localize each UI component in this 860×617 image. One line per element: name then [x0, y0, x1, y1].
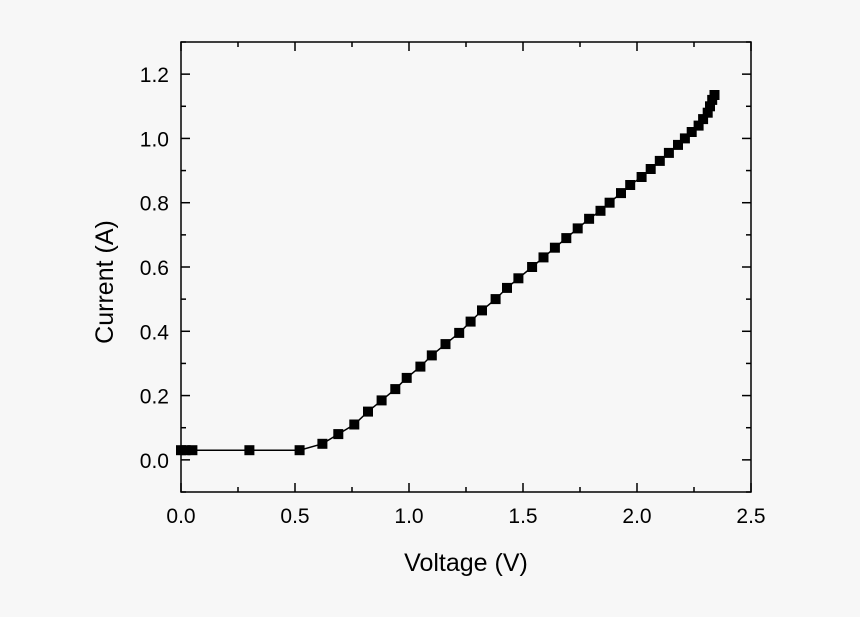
data-point [679, 133, 690, 144]
data-point [698, 114, 709, 125]
data-point [538, 252, 549, 263]
data-point [561, 233, 572, 244]
data-point [440, 339, 451, 350]
data-point [705, 101, 715, 112]
data-point [686, 127, 697, 137]
x-tick-label: 0.0 [166, 505, 195, 528]
y-axis: 0.0 0.2 0.4 0.6 0.8 1.0 1.2 [140, 41, 751, 493]
data-point [465, 316, 476, 327]
y-tick-label: 0.0 [140, 450, 169, 473]
data-point [513, 273, 524, 284]
data-point [604, 197, 615, 208]
data-point [401, 372, 412, 383]
data-point [490, 294, 501, 305]
series-line [181, 94, 716, 451]
data-point [645, 164, 656, 174]
x-tick-label: 0.5 [280, 505, 309, 528]
y-axis-title: Current (A) [91, 220, 119, 344]
data-point [709, 90, 720, 100]
data-point [244, 445, 255, 456]
data-point [317, 438, 328, 449]
data-point [702, 107, 713, 118]
x-axis: 0.0 0.5 1.0 1.5 2.0 2.5 [166, 42, 766, 528]
y-tick-label: 0.2 [140, 386, 169, 409]
data-point [187, 445, 198, 456]
y-tick-label: 0.8 [140, 193, 169, 216]
data-point [584, 213, 595, 224]
plot-frame [180, 41, 752, 493]
data-point [426, 350, 437, 361]
data-point [663, 147, 674, 158]
data-point [527, 262, 538, 272]
data-point [625, 180, 636, 190]
data-point [477, 305, 487, 316]
y-tick-label: 0.4 [140, 321, 170, 344]
x-tick-label: 1.0 [394, 505, 423, 528]
x-axis-title: Voltage (V) [404, 549, 528, 577]
data-point [349, 419, 360, 430]
data-point [454, 327, 465, 338]
data-point [376, 395, 387, 406]
y-tick-label: 1.2 [140, 64, 169, 87]
data-point [673, 139, 683, 150]
data-markers [176, 90, 720, 456]
data-point [415, 361, 426, 372]
data-point [333, 429, 344, 440]
data-point [180, 445, 191, 456]
data-point [654, 155, 665, 166]
data-point [390, 384, 401, 395]
x-tick-label: 1.5 [508, 505, 537, 528]
data-point [572, 223, 583, 234]
data-point [363, 406, 373, 417]
data-point [549, 242, 560, 253]
data-point [636, 172, 647, 182]
data-point [616, 188, 626, 199]
data-point [294, 445, 305, 456]
data-point [693, 120, 704, 131]
y-tick-label: 1.0 [140, 128, 169, 151]
x-tick-label: 2.0 [622, 505, 651, 528]
y-tick-label: 0.6 [140, 257, 169, 280]
data-point [502, 282, 512, 293]
data-point [595, 205, 606, 216]
x-tick-label: 2.5 [736, 505, 765, 528]
